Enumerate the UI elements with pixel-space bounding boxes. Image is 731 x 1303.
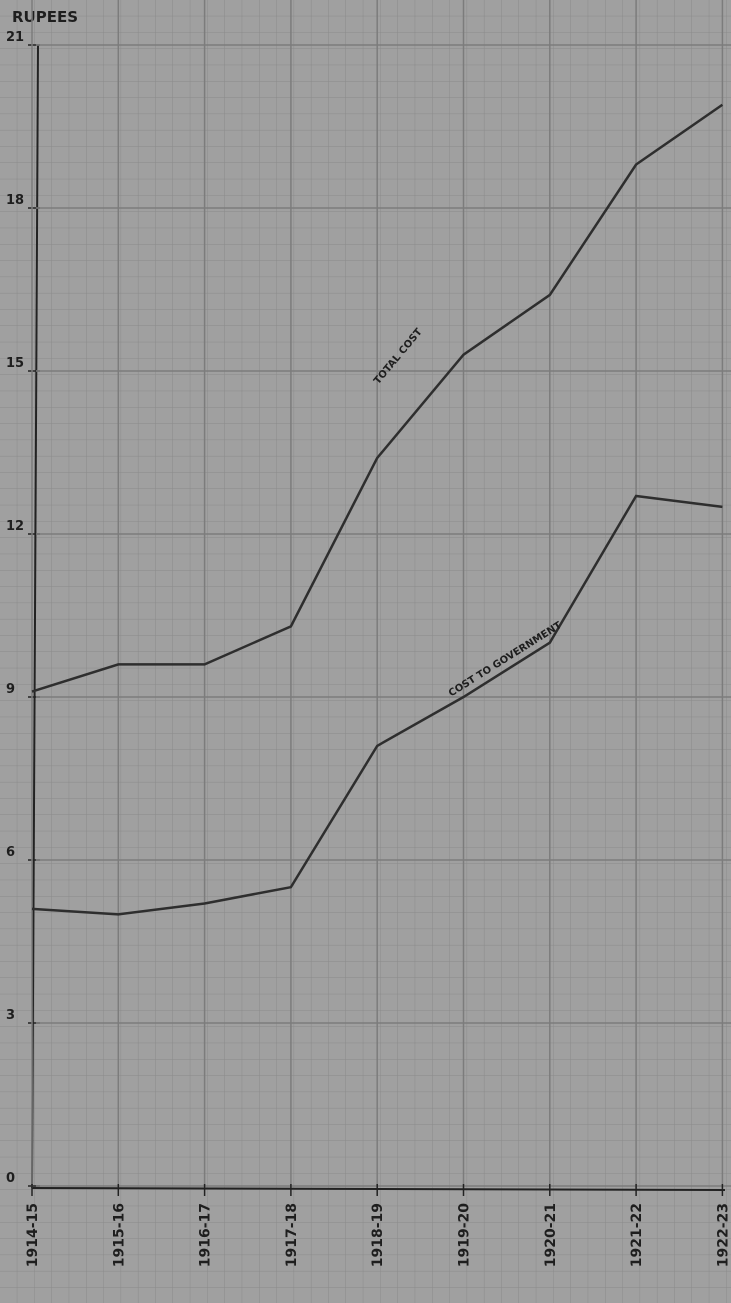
x-tick-label: 1922-23	[715, 1203, 731, 1267]
x-tick-label: 1918-19	[370, 1203, 386, 1267]
y-tick-label: 12	[6, 519, 24, 534]
x-tick-label: 1915-16	[111, 1203, 127, 1267]
y-tick-label: 9	[6, 682, 15, 697]
x-tick-label: 1920-21	[543, 1203, 559, 1267]
x-tick-label: 1914-15	[25, 1203, 41, 1267]
x-tick-label: 1919-20	[457, 1203, 473, 1268]
y-tick-label: 6	[6, 845, 15, 860]
x-tick-label: 1917-18	[284, 1203, 300, 1267]
y-tick-label: 0	[6, 1171, 15, 1186]
y-axis	[31, 44, 39, 1189]
y-tick-label: 21	[6, 30, 24, 45]
y-axis-label: RUPEES	[12, 8, 78, 26]
y-tick-label: 3	[6, 1008, 15, 1023]
x-tick-label: 1921-22	[629, 1203, 645, 1267]
x-axis	[31, 1187, 726, 1191]
y-tick-label: 15	[6, 356, 24, 371]
x-tick-label: 1916-17	[198, 1203, 214, 1267]
y-tick-label: 18	[6, 193, 24, 208]
line	[31, 494, 723, 916]
line	[31, 103, 724, 693]
